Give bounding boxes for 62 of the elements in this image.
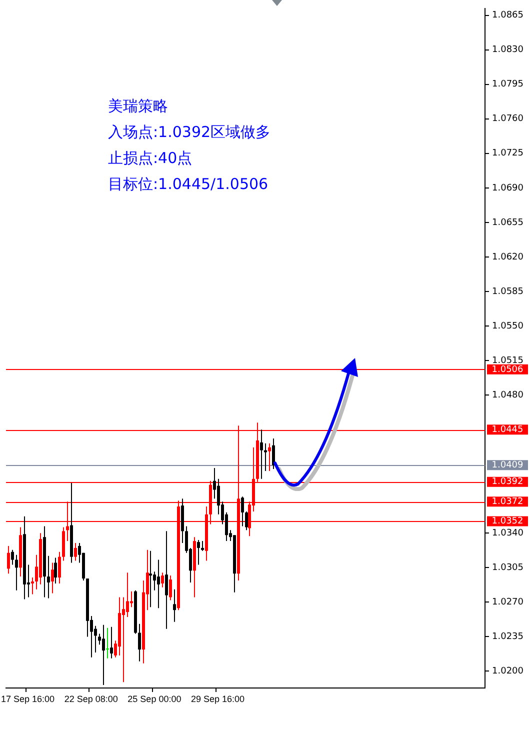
y-tick-label: 1.0550 [492,321,524,332]
candlestick [106,627,109,659]
candlestick [47,555,50,599]
ref-line-label: 1.0409 [492,460,524,470]
annotation: 入场点:1.0392区域做多 [108,122,271,143]
annotation: 止损点:40点 [108,148,194,169]
ref-line-label: 1.0392 [492,477,524,488]
candlestick [241,496,244,527]
x-tick-label: 22 Sep 08:00 [64,694,118,704]
candlestick [149,550,152,608]
candlestick [74,542,77,562]
ref-line-label: 1.0372 [492,496,524,507]
candlestick [264,442,267,472]
y-tick-label: 1.0690 [492,183,524,194]
y-tick-label: 1.0865 [492,10,524,21]
y-tick-label: 1.0655 [492,218,524,228]
candlestick [138,623,141,662]
y-tick-label: 1.0760 [492,114,524,124]
y-tick-label: 1.0795 [492,80,524,90]
y-tick-label: 1.0480 [492,390,524,400]
candlestick [7,545,10,574]
ref-line-label: 1.0352 [492,516,524,527]
candlestick [169,575,172,601]
candlestick [272,438,275,470]
x-tick-label: 25 Sep 00:00 [128,694,182,704]
candlestick [15,554,18,591]
y-tick-label: 1.0200 [492,666,524,677]
candlestick [110,626,113,659]
candlestick [165,530,168,630]
candlestick [54,557,57,584]
candlestick [11,549,14,566]
x-tick-label: 17 Sep 16:00 [0,694,55,704]
ref-line-label: 1.0506 [492,364,524,375]
candlestick [58,551,61,584]
candlestick [130,590,133,608]
candlestick [122,596,125,683]
ref-line-label: 1.0445 [492,424,524,435]
candlestick [245,510,248,531]
candlestick [31,577,34,595]
y-tick-label: 1.0830 [492,45,524,56]
candlestick [153,571,156,591]
candlestick [51,562,54,594]
candlestick [201,540,204,552]
y-tick-label: 1.0585 [492,286,524,297]
candlestick [161,572,164,588]
candlestick [157,559,160,609]
y-tick-label: 1.0305 [492,563,524,574]
candlestick [102,624,105,686]
y-tick-label: 1.0235 [492,632,524,642]
candlestick [197,540,200,566]
y-tick-label: 1.0515 [492,356,524,366]
candlestick [260,429,263,480]
candlestick [268,442,271,472]
y-tick-label: 1.0620 [492,252,524,262]
candlestick [173,588,176,622]
annotation: 美瑞策略 [108,96,169,117]
y-tick-label: 1.0340 [492,528,524,538]
candlestick [126,572,129,618]
x-tick-label: 29 Sep 16:00 [191,694,245,704]
y-tick-label: 1.0725 [492,148,524,159]
annotation: 目标位:1.0445/1.0506 [108,174,270,195]
y-tick-label: 1.0270 [492,598,524,608]
